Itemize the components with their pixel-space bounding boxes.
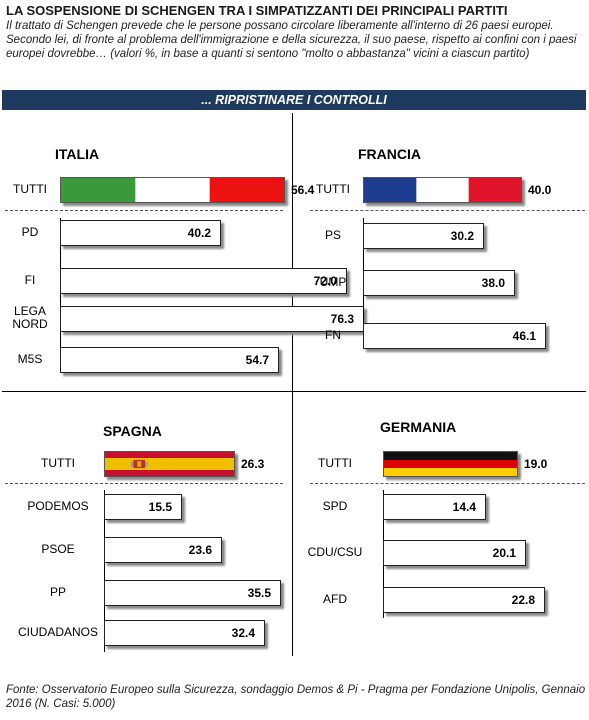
quadrant-divider-horizontal [2,391,586,392]
bar [383,587,545,613]
chart-subtitle: Il trattato di Schengen prevede che le p… [6,20,577,60]
bar [363,223,484,249]
party-label: PSOE [41,541,75,556]
value-label: 35.5 [247,586,271,600]
party-label: FI [24,272,36,287]
value-label: 30.2 [450,229,474,243]
value-label: 20.1 [492,546,516,560]
separator-line [5,210,283,211]
value-label: 32.4 [231,626,255,640]
separator-line [310,210,585,211]
flag-bar [383,451,518,477]
panel-title: GERMANIA [380,419,457,435]
bar [383,494,486,520]
separator-line [310,483,585,484]
party-label: LEGA NORD [12,304,48,331]
value-label: 22.8 [511,593,535,607]
party-label: PD [21,224,39,239]
total-label: TUTTI [13,181,47,196]
bar [104,620,265,646]
total-label: TUTTI [41,455,75,470]
total-label: TUTTI [316,181,350,196]
total-value-label: 19.0 [524,457,548,471]
value-label: 76.3 [330,312,354,326]
bar [60,306,364,332]
party-label: PS [324,227,341,242]
bar [104,494,182,520]
total-value-label: 26.3 [241,457,265,471]
separator-line [5,483,283,484]
bar [60,268,347,294]
bar [60,220,221,246]
party-label: FN [325,327,341,342]
value-label: 72.0 [313,274,337,288]
flag-bar [60,177,285,203]
flag-bar [363,177,522,203]
category-axis [60,218,61,372]
value-label: 23.6 [188,543,212,557]
party-label: M5S [17,351,43,366]
category-axis [104,490,105,652]
party-label: AFD [323,591,347,606]
total-value-label: 56.4 [291,183,315,197]
source-note: Fonte: Osservatorio Europeo sulla Sicure… [6,684,586,710]
bar [363,270,515,296]
value-label: 14.4 [452,500,476,514]
value-label: 38.0 [481,276,505,290]
bar [383,540,526,566]
quadrant-divider-vertical [292,113,293,656]
party-label: CIUDADANOS [17,624,98,639]
party-label: PODEMOS [27,498,89,513]
party-label: SPD [322,498,348,513]
value-label: 54.7 [245,353,269,367]
bar [60,347,279,373]
question-banner: ... RIPRISTINARE I CONTROLLI [2,90,586,110]
value-label: 46.1 [512,329,536,343]
bar [104,537,222,563]
bar [104,580,281,606]
party-label: UMP [319,274,347,289]
bar [363,323,546,349]
panel-title: FRANCIA [358,146,421,162]
panel-title: ITALIA [55,146,100,162]
party-label: PP [49,584,66,599]
value-label: 40.2 [187,226,211,240]
party-label: CDU/CSU [307,544,363,559]
flag-bar [104,451,235,477]
value-label: 15.5 [148,500,172,514]
total-value-label: 40.0 [528,183,552,197]
chart-title: LA SOSPENSIONE DI SCHENGEN TRA I SIMPATI… [6,3,508,18]
total-label: TUTTI [318,455,352,470]
panel-title: SPAGNA [103,423,162,439]
